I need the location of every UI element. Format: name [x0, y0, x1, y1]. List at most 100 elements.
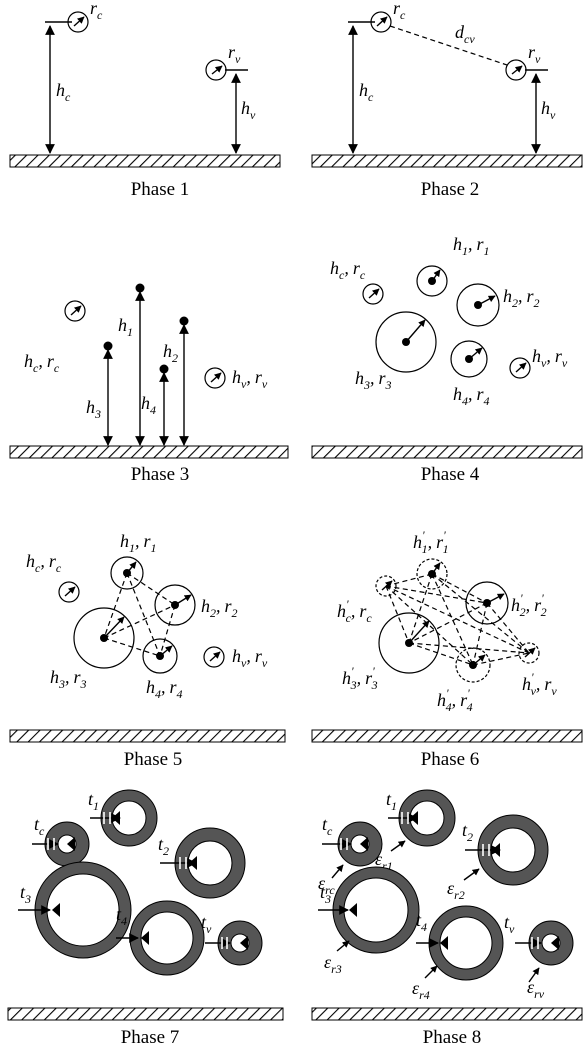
- radius-arrow: [64, 586, 76, 597]
- panel-phase-6: h' c, rc h' 1, r' 1 h' 2, r' 2 h' 3, r' 3 h' 4, r' 4 h…: [311, 528, 583, 770]
- label-h1-r1-prime: h' 1, r' 1: [413, 528, 449, 556]
- label-t3: t3: [20, 882, 31, 906]
- node-v: [204, 367, 226, 389]
- radius-arrow: [70, 305, 82, 316]
- radius-arrow: [73, 16, 85, 27]
- panel-phase-5: hc, rc h1, r1 h2, r2 h3, r3 h4, r4 hv, rv Ph: [9, 531, 286, 770]
- label-h2-r2: h2, r2: [503, 286, 540, 310]
- radius-arrow: [126, 561, 137, 574]
- label-eps-r4: εr4: [412, 978, 430, 1002]
- phase-label: Phase 8: [423, 1027, 482, 1048]
- label-tc: tc: [34, 814, 45, 838]
- panel-phase-8: tc εrc t1 εr1 t2 εr2 t3 εr3 t4 εr4: [311, 789, 583, 1048]
- label-h1-r1: h1, r1: [453, 234, 490, 258]
- label-h3-r3-prime: h' 3, r' 3: [342, 664, 378, 692]
- label-eps-r3: εr3: [324, 952, 342, 976]
- node-3: [73, 607, 135, 669]
- radius-arrow: [431, 562, 441, 575]
- phase-label: Phase 1: [131, 179, 190, 200]
- label-t2: t2: [462, 820, 473, 844]
- radius-arrow: [405, 319, 426, 343]
- radius-arrow: [477, 295, 496, 306]
- label-t4: t4: [116, 904, 127, 928]
- label-h1: h1: [118, 315, 133, 339]
- node-v: [509, 357, 531, 379]
- label-hc-rc: hc, rc: [24, 351, 60, 375]
- label-hv-rv: hv, rv: [532, 346, 568, 370]
- label-h2: h2: [163, 341, 178, 365]
- panel-phase-1: hc rc rv hv Phase 1: [9, 0, 281, 200]
- label-h3: h3: [86, 397, 101, 421]
- label-hv-rv: hv, rv: [232, 367, 268, 391]
- label-eps-r1: εr1: [375, 849, 393, 873]
- label-t1: t1: [88, 789, 99, 813]
- node-c: [58, 581, 80, 603]
- node-c: [375, 575, 397, 597]
- radius-arrow: [211, 65, 223, 75]
- label-t3: t3: [320, 882, 331, 906]
- label-hv: hv: [541, 98, 556, 122]
- label-t1: t1: [386, 789, 397, 813]
- node-4: [142, 638, 178, 674]
- connection-lines: [385, 573, 530, 666]
- panel-phase-7: tc t1 t2 t3 t4 tv Phase 7: [7, 789, 284, 1048]
- panel-phase-4: hc, rc h1, r1 h2, r2 h3, r3 h4, r4 hv, rv Phas…: [311, 234, 583, 485]
- label-h3-r3: h3, r3: [50, 667, 87, 691]
- label-t4: t4: [416, 910, 427, 934]
- error-arrow: [336, 940, 350, 952]
- label-rc: rc: [393, 0, 406, 22]
- node-4: [450, 340, 488, 378]
- node-v: [518, 642, 540, 664]
- label-hv-rv-prime: h' v, rv: [522, 670, 557, 698]
- error-arrow: [331, 864, 344, 879]
- label-rv: rv: [228, 42, 241, 66]
- connection-lines: [103, 572, 176, 657]
- radius-arrow: [515, 362, 527, 373]
- ground: [311, 445, 583, 459]
- point-3: [103, 341, 113, 351]
- label-h4-r4: h4, r4: [453, 384, 490, 408]
- label-h2-r2: h2, r2: [201, 596, 238, 620]
- radius-arrow: [103, 616, 125, 639]
- radius-arrow: [381, 580, 393, 591]
- error-arrow: [528, 967, 540, 983]
- radius-arrow: [159, 645, 173, 657]
- label-h4: h4: [141, 393, 156, 417]
- radius-arrow: [376, 16, 388, 27]
- label-t2: t2: [158, 834, 169, 858]
- label-hv: hv: [241, 98, 256, 122]
- radius-arrow: [472, 654, 486, 666]
- node-1: [416, 558, 448, 590]
- ground: [9, 445, 289, 459]
- label-hc-rc: hc, rc: [330, 258, 366, 282]
- label-eps-r2: εr2: [447, 878, 465, 902]
- label-h2-r2-prime: h' 2, r' 2: [511, 591, 547, 619]
- phase-label: Phase 4: [421, 464, 480, 485]
- radius-arrow: [210, 372, 222, 383]
- point-2: [179, 316, 189, 326]
- node-1: [416, 265, 448, 297]
- ground: [9, 729, 286, 743]
- radius-arrow: [174, 594, 192, 606]
- phase-label: Phase 7: [121, 1027, 180, 1048]
- label-hc: hc: [359, 80, 374, 104]
- label-h3-r3: h3, r3: [355, 368, 392, 392]
- label-dcv: dcv: [455, 22, 475, 46]
- phase-label: Phase 3: [131, 464, 190, 485]
- node-3: [378, 612, 440, 674]
- ground: [311, 1007, 583, 1021]
- node-4: [455, 647, 491, 683]
- point-4: [159, 364, 169, 374]
- label-tc: tc: [322, 814, 333, 838]
- label-h1-r1: h1, r1: [120, 531, 157, 555]
- label-rv: rv: [528, 42, 541, 66]
- label-eps-rc: εrc: [318, 873, 335, 897]
- node-2: [154, 584, 196, 626]
- label-eps-rv: εrv: [527, 977, 545, 1001]
- panel-phase-3: hc, rc h3 h1 h4 h2 hv, rv Phase 3: [9, 283, 289, 485]
- error-arrow: [463, 868, 480, 881]
- node-v: [203, 646, 225, 668]
- ground: [9, 154, 281, 168]
- radius-arrow: [209, 651, 221, 662]
